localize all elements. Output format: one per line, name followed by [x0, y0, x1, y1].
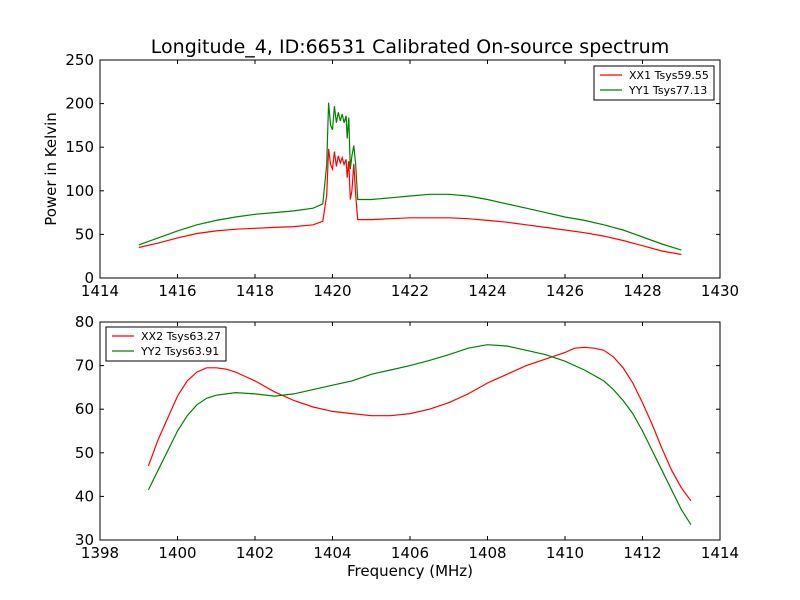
- x-tick-label: 1410: [546, 544, 584, 562]
- x-tick-label: 1398: [81, 544, 119, 562]
- series-line-1: [147, 346, 692, 502]
- x-tick-label: 1412: [623, 544, 661, 562]
- legend-label: XX1 Tsys59.55: [629, 69, 709, 82]
- y-tick-label: 50: [75, 444, 94, 462]
- y-tick-label: 80: [75, 313, 94, 331]
- legend-box: [105, 326, 227, 362]
- x-tick-label: 1400: [158, 544, 196, 562]
- y-tick-label: 60: [75, 400, 94, 418]
- x-tick-label: 1404: [313, 544, 351, 562]
- y-tick-label: 30: [75, 531, 94, 549]
- y-tick-label: 40: [75, 487, 94, 505]
- legend-box: [593, 65, 715, 101]
- y-tick-label: 250: [65, 51, 94, 69]
- x-tick-label: 1406: [391, 544, 429, 562]
- legend-label: XX2 Tsys63.27: [141, 330, 221, 343]
- x-tick-label: 1428: [623, 282, 661, 300]
- x-tick-label: 1424: [468, 282, 506, 300]
- y-tick-label: 50: [75, 225, 94, 243]
- y-tick-label: 100: [65, 182, 94, 200]
- legend: XX2 Tsys63.27 YY2 Tsys63.91: [105, 326, 227, 362]
- y-axis-label: Power in Kelvin: [42, 112, 60, 226]
- legend-label: YY1 Tsys77.13: [628, 84, 707, 97]
- x-tick-label: 1426: [546, 282, 584, 300]
- x-tick-label: 1420: [313, 282, 351, 300]
- x-tick-label: 1414: [701, 544, 739, 562]
- series-line-1: [138, 148, 682, 256]
- x-tick-label: 1402: [236, 544, 274, 562]
- x-tick-label: 1408: [468, 544, 506, 562]
- bottom-panel: 1398 1400 1402 1404 1406 1408 1410 1412 1414 30 40…: [75, 313, 739, 580]
- x-tick-label: 1422: [391, 282, 429, 300]
- y-tick-label: 200: [65, 95, 94, 113]
- x-tick-label: 1430: [701, 282, 739, 300]
- figure-title: Longitude_4, ID:66531 Calibrated On-sour…: [151, 36, 669, 58]
- y-tick-label: 70: [75, 357, 94, 375]
- top-panel: 1414 1416 1418 1420 1422 1424 1426 1428 1430 0 50 1…: [42, 51, 739, 300]
- series-line-2: [138, 102, 682, 251]
- y-tick-label: 150: [65, 138, 94, 156]
- series-line-2: [147, 344, 692, 526]
- x-tick-label: 1418: [236, 282, 274, 300]
- x-tick-label: 1416: [158, 282, 196, 300]
- legend-label: YY2 Tsys63.91: [140, 345, 219, 358]
- x-tick-label: 1414: [81, 282, 119, 300]
- x-axis-label: Frequency (MHz): [347, 562, 473, 580]
- y-tick-label: 0: [84, 269, 94, 287]
- legend: XX1 Tsys59.55 YY1 Tsys77.13: [593, 65, 715, 101]
